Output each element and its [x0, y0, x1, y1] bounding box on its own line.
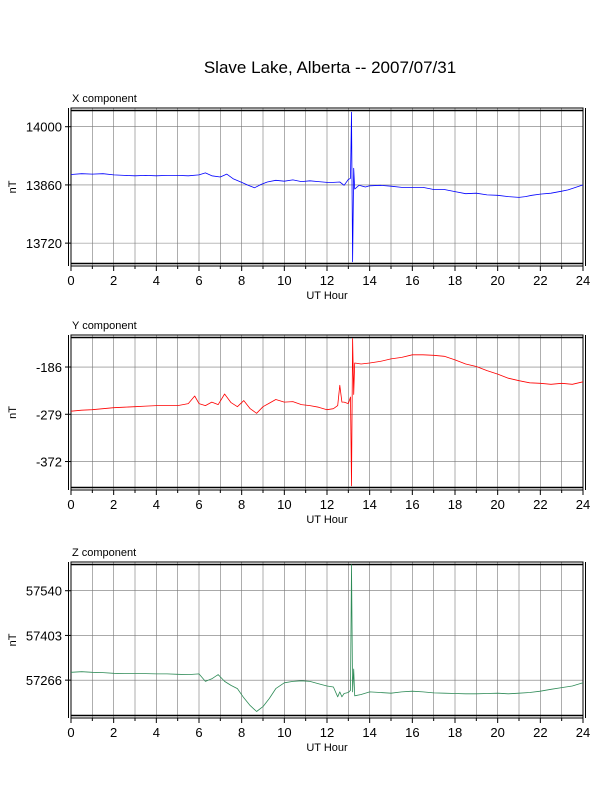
x-tick-label: 10	[277, 725, 291, 740]
panel-title: X component	[72, 93, 137, 105]
x-tick-label: 4	[153, 273, 160, 288]
x-tick-label: 8	[238, 273, 245, 288]
y-tick-label: -186	[36, 360, 62, 375]
x-tick-label: 12	[320, 497, 334, 512]
x-tick-label: 4	[153, 497, 160, 512]
series-line	[70, 111, 584, 263]
x-tick-label: 24	[576, 497, 590, 512]
x-tick-label: 18	[448, 497, 462, 512]
x-tick-label: 12	[320, 273, 334, 288]
series-line	[70, 338, 584, 487]
panel-title: Z component	[72, 547, 136, 559]
x-tick-label: 2	[110, 497, 117, 512]
y-tick-label: 57403	[26, 628, 62, 643]
x-tick-label: 10	[277, 497, 291, 512]
x-tick-label: 24	[576, 273, 590, 288]
y-tick-label: 13720	[26, 236, 62, 251]
x-tick-label: 12	[320, 725, 334, 740]
y-axis-label: nT	[7, 406, 19, 419]
y-axis-label: nT	[7, 633, 19, 646]
y-tick-label: 57540	[26, 584, 62, 599]
x-tick-label: 0	[67, 497, 74, 512]
x-tick-label: 22	[533, 273, 547, 288]
x-tick-label: 22	[533, 497, 547, 512]
x-tick-label: 20	[490, 497, 504, 512]
x-tick-label: 6	[195, 497, 202, 512]
x-tick-label: 18	[448, 725, 462, 740]
x-tick-label: 20	[490, 273, 504, 288]
series-line	[70, 564, 584, 712]
x-tick-label: 0	[67, 725, 74, 740]
x-tick-label: 8	[238, 497, 245, 512]
x-axis-label: UT Hour	[306, 290, 348, 302]
x-tick-label: 20	[490, 725, 504, 740]
x-tick-label: 24	[576, 725, 590, 740]
x-tick-label: 16	[405, 725, 419, 740]
x-tick-label: 2	[110, 273, 117, 288]
y-tick-label: -279	[36, 407, 62, 422]
x-tick-label: 22	[533, 725, 547, 740]
x-tick-label: 18	[448, 273, 462, 288]
x-tick-label: 4	[153, 725, 160, 740]
x-tick-label: 14	[362, 273, 376, 288]
x-tick-label: 14	[362, 497, 376, 512]
x-tick-label: 6	[195, 273, 202, 288]
x-tick-label: 10	[277, 273, 291, 288]
x-axis-label: UT Hour	[306, 514, 348, 526]
y-tick-label: 57266	[26, 673, 62, 688]
x-tick-label: 14	[362, 725, 376, 740]
x-tick-label: 16	[405, 497, 419, 512]
y-axis-label: nT	[7, 180, 19, 193]
x-tick-label: 0	[67, 273, 74, 288]
x-axis-label: UT Hour	[306, 742, 348, 754]
page-title: Slave Lake, Alberta -- 2007/07/31	[203, 58, 457, 77]
x-tick-label: 2	[110, 725, 117, 740]
y-tick-label: 13860	[26, 178, 62, 193]
x-tick-label: 16	[405, 273, 419, 288]
y-tick-label: 14000	[26, 120, 62, 135]
y-tick-label: -372	[36, 455, 62, 470]
panel-title: Y component	[72, 320, 137, 332]
x-tick-label: 6	[195, 725, 202, 740]
x-tick-label: 8	[238, 725, 245, 740]
